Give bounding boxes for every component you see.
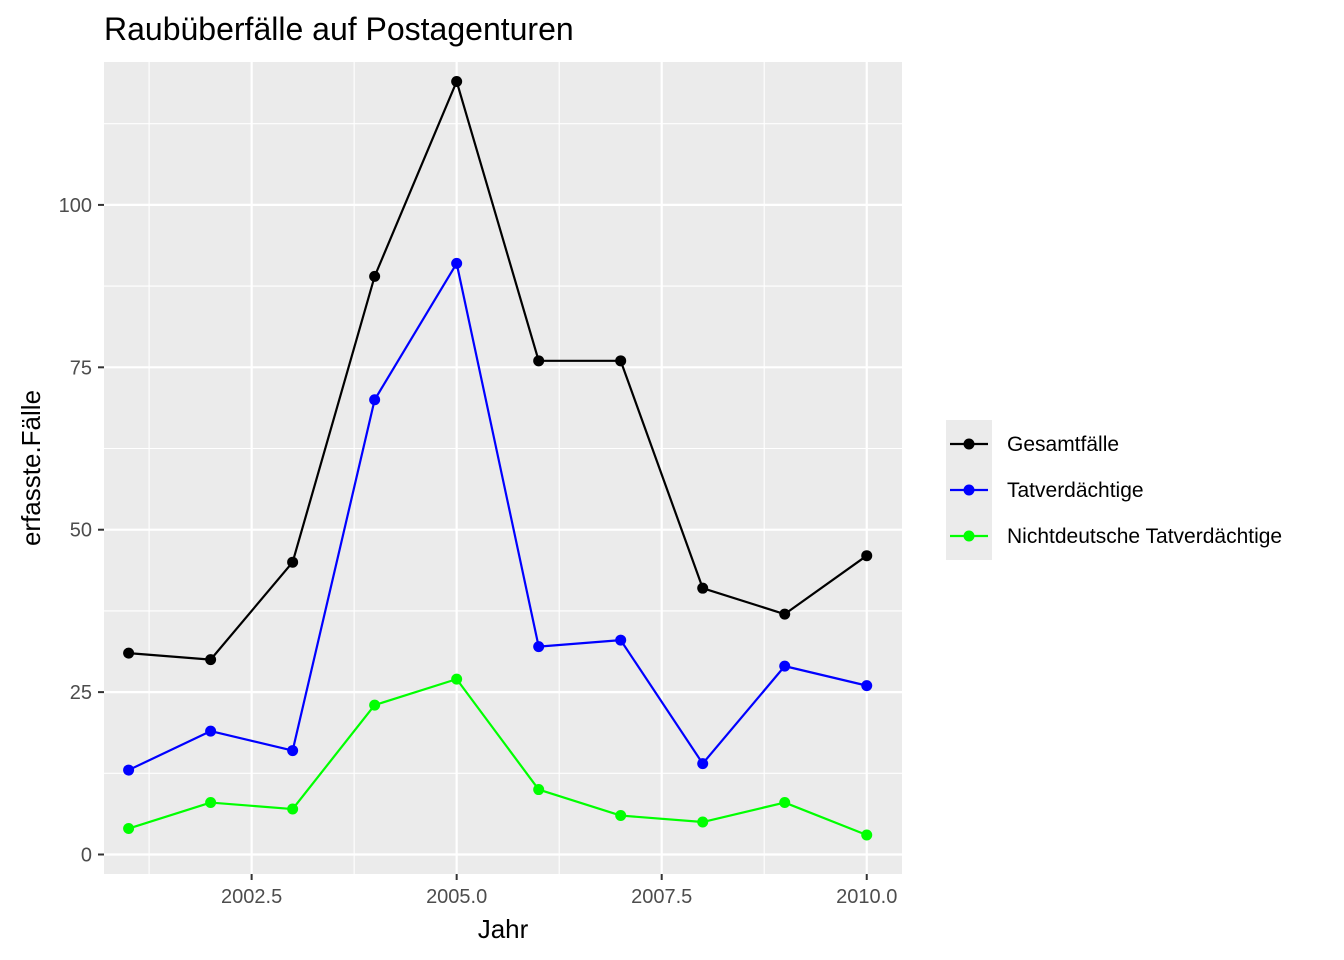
series-3 xyxy=(123,673,873,841)
x-tick-label: 2005.0 xyxy=(426,886,487,908)
data-point xyxy=(451,673,463,685)
series-line xyxy=(128,678,868,837)
data-point xyxy=(205,725,217,737)
data-point xyxy=(533,784,545,796)
data-point xyxy=(533,355,545,367)
data-point xyxy=(123,823,135,835)
data-point xyxy=(697,816,709,828)
legend: Gesamtfälle Tatverdächtige Nichtdeutsche T… xyxy=(946,420,1282,560)
data-point xyxy=(861,829,873,841)
data-point xyxy=(369,699,381,711)
data-point xyxy=(123,647,135,659)
data-point xyxy=(615,355,627,367)
legend-label: Nichtdeutsche Tatverdächtige xyxy=(1007,525,1282,548)
y-tick-label: 75 xyxy=(70,357,92,379)
data-point xyxy=(369,270,381,282)
series-layer xyxy=(123,75,873,841)
data-point xyxy=(369,394,381,406)
grid-major xyxy=(104,62,902,874)
x-tick-label: 2007.5 xyxy=(631,886,692,908)
data-point xyxy=(287,745,299,757)
data-point xyxy=(451,75,463,87)
series-2 xyxy=(123,257,873,776)
y-axis: 0 25 50 75 100 xyxy=(59,195,104,867)
legend-label: Tatverdächtige xyxy=(1007,479,1144,502)
data-point xyxy=(287,803,299,815)
y-axis-title: erfasste.Fälle xyxy=(16,390,46,546)
series-1 xyxy=(123,75,873,666)
x-tick-label: 2002.5 xyxy=(221,886,282,908)
data-point xyxy=(615,634,627,646)
data-point xyxy=(451,257,463,269)
series-line xyxy=(128,262,867,772)
y-tick-label: 100 xyxy=(59,195,92,217)
data-point xyxy=(287,556,299,568)
legend-key-point xyxy=(963,438,975,450)
legend-key-point xyxy=(963,484,975,496)
x-axis: 2002.5 2005.0 2007.5 2010.0 xyxy=(221,874,897,908)
x-tick-label: 2010.0 xyxy=(836,886,897,908)
plot-panel xyxy=(104,62,902,874)
data-point xyxy=(123,764,135,776)
data-point xyxy=(779,608,791,620)
data-point xyxy=(697,582,709,594)
chart-title: Raubüberfälle auf Postagenturen xyxy=(104,11,574,47)
data-point xyxy=(779,660,791,672)
x-axis-title: Jahr xyxy=(478,914,529,944)
legend-key-point xyxy=(963,530,975,542)
y-tick-label: 25 xyxy=(70,682,92,704)
data-point xyxy=(861,680,873,692)
data-point xyxy=(697,758,709,770)
series-line xyxy=(128,80,868,661)
data-point xyxy=(205,654,217,666)
data-point xyxy=(533,641,545,653)
y-tick-label: 0 xyxy=(81,845,92,867)
data-point xyxy=(779,797,791,809)
data-point xyxy=(615,810,627,822)
data-point xyxy=(861,550,873,562)
y-tick-label: 50 xyxy=(70,520,92,542)
data-point xyxy=(205,797,217,809)
grid-minor xyxy=(104,62,902,874)
legend-label: Gesamtfälle xyxy=(1007,433,1119,456)
